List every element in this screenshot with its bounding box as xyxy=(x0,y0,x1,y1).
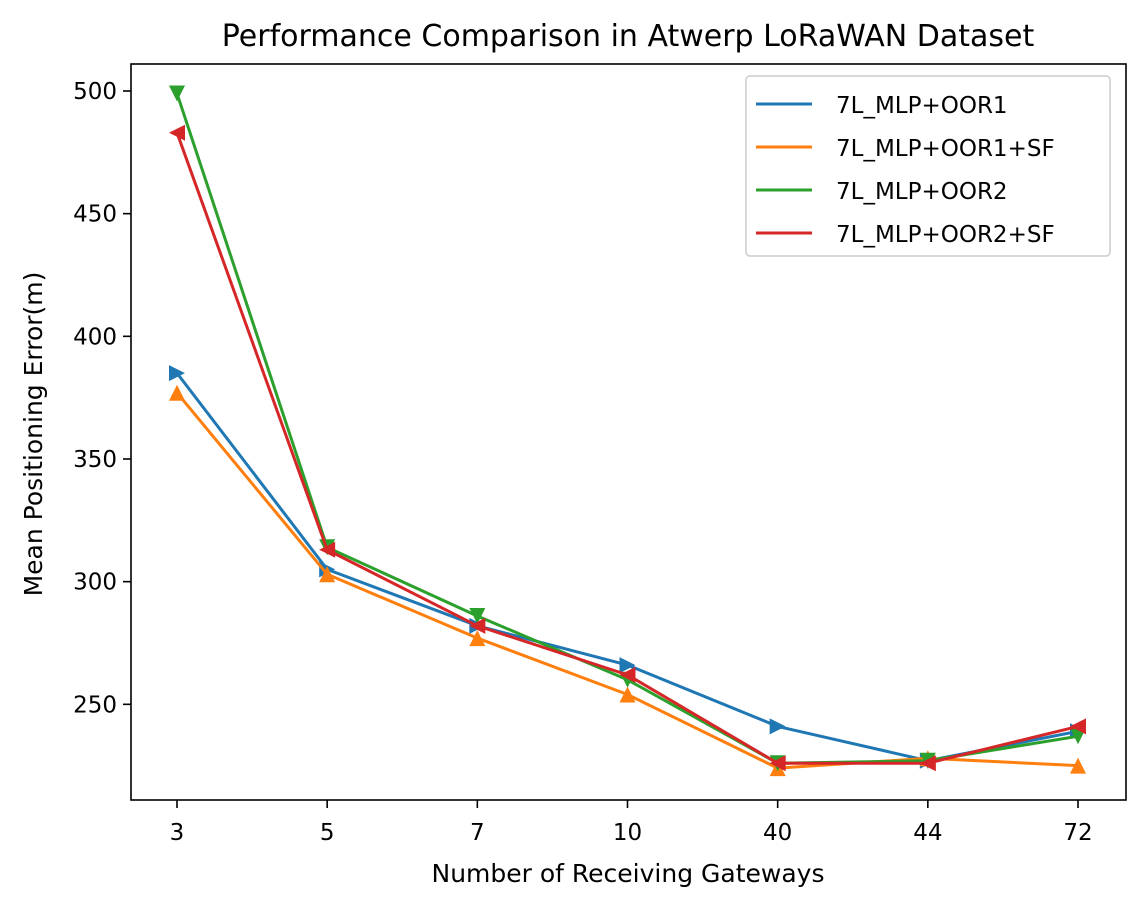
data-point xyxy=(469,617,486,634)
data-point xyxy=(769,755,786,772)
legend-label: 7L_MLP+OOR1 xyxy=(836,93,1008,119)
data-point xyxy=(619,666,636,683)
legend-label: 7L_MLP+OOR2 xyxy=(836,179,1008,205)
y-tick-label: 400 xyxy=(73,324,117,350)
data-point xyxy=(469,630,486,647)
data-point xyxy=(1070,718,1086,735)
y-tick-label: 250 xyxy=(73,692,117,718)
y-axis-label: Mean Positioning Error(m) xyxy=(19,272,48,597)
x-tick-label: 3 xyxy=(170,820,185,846)
y-tick-label: 300 xyxy=(73,570,117,596)
x-tick-label: 44 xyxy=(913,820,942,846)
series-line xyxy=(175,391,1079,770)
data-point xyxy=(619,657,636,674)
y-tick-label: 500 xyxy=(73,79,117,105)
data-point xyxy=(319,541,336,558)
plot-area xyxy=(169,85,1086,777)
x-tick-label: 10 xyxy=(613,820,642,846)
data-point xyxy=(319,566,336,583)
data-point xyxy=(619,686,636,703)
legend-label: 7L_MLP+OOR1+SF xyxy=(836,136,1055,162)
x-tick-label: 7 xyxy=(470,820,485,846)
x-axis: 3 5 7 10 40 44 72 xyxy=(170,800,1093,846)
legend: 7L_MLP+OOR1 7L_MLP+OOR1+SF 7L_MLP+OOR2 7L_M… xyxy=(745,75,1111,257)
series-1 xyxy=(169,365,1086,769)
series-2 xyxy=(169,384,1086,777)
y-axis: 250 300 350 400 450 500 xyxy=(73,79,131,718)
x-tick-label: 40 xyxy=(763,820,792,846)
series-4 xyxy=(169,124,1086,772)
legend-label: 7L_MLP+OOR2+SF xyxy=(836,222,1055,248)
x-axis-label: Number of Receiving Gateways xyxy=(432,859,825,888)
plot-frame xyxy=(130,63,1127,801)
x-tick-label: 72 xyxy=(1063,820,1092,846)
x-tick-label: 5 xyxy=(320,820,335,846)
data-point xyxy=(169,365,185,382)
legend-box xyxy=(745,75,1111,257)
data-point xyxy=(769,718,786,735)
series-line xyxy=(175,372,1079,763)
data-point xyxy=(469,608,486,624)
data-point xyxy=(919,755,936,772)
data-point xyxy=(169,85,185,102)
data-point xyxy=(169,124,185,141)
chart-title: Performance Comparison in Atwerp LoRaWAN… xyxy=(222,19,1035,54)
data-point xyxy=(169,384,185,401)
y-tick-label: 450 xyxy=(73,202,117,228)
y-tick-label: 350 xyxy=(73,447,117,473)
data-point xyxy=(1070,757,1086,774)
